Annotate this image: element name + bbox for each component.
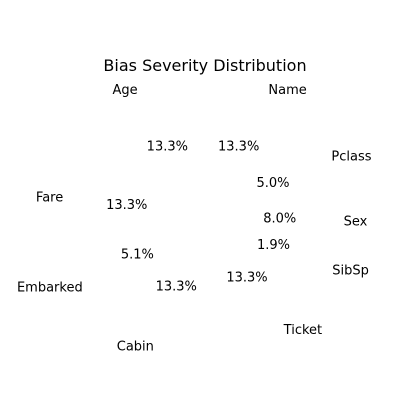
pie-category-label-cabin: Cabin: [117, 339, 154, 354]
pie-category-label-ticket: Ticket: [283, 323, 322, 338]
pie-category-label-sibsp: SibSp: [332, 263, 369, 278]
pie-category-label-sex: Sex: [344, 214, 368, 229]
pie-pct-label-sibsp: 1.9%: [257, 238, 290, 253]
pie-category-label-fare: Fare: [36, 190, 63, 205]
pie-category-label-pclass: Pclass: [331, 150, 371, 165]
pie-category-label-age: Age: [112, 83, 137, 98]
pie-pct-label-name: 13.3%: [218, 139, 259, 154]
pie-pct-label-ticket: 13.3%: [226, 270, 267, 285]
chart-title: Bias Severity Distribution: [103, 56, 306, 75]
pie-pct-label-cabin: 13.3%: [156, 279, 197, 294]
pie-pct-label-sex: 8.0%: [263, 211, 296, 226]
pie-category-label-name: Name: [268, 83, 306, 98]
pie-pct-label-age: 13.3%: [147, 139, 188, 154]
pie-pct-label-fare: 13.3%: [106, 198, 147, 213]
pie-pct-label-pclass: 5.0%: [257, 176, 290, 191]
pie-pct-label-embarked: 5.1%: [121, 247, 154, 262]
pie-labels: 13.3% Age 13.3% Fare 5.1% Embarked 13.3% Cabin 1…: [17, 83, 372, 355]
pie-category-label-embarked: Embarked: [17, 281, 83, 296]
